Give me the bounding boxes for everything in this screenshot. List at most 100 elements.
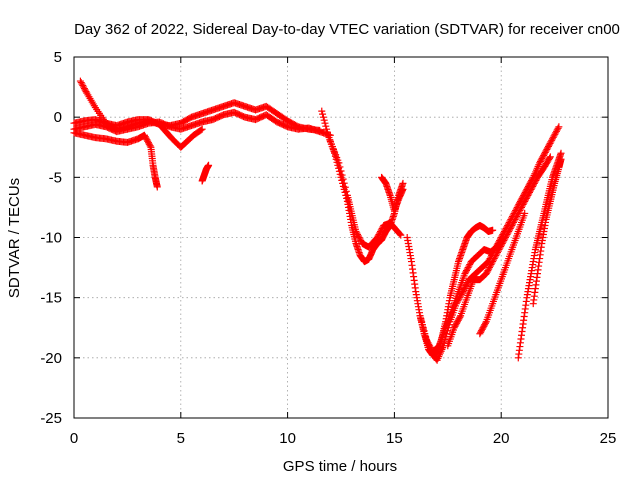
data-point [456, 292, 464, 300]
data-point [477, 327, 485, 335]
data-point [551, 130, 559, 138]
data-point [540, 151, 548, 159]
data-point [510, 217, 518, 225]
data-point [527, 185, 535, 193]
data-point [546, 139, 554, 147]
data-point [528, 184, 536, 192]
data-point [543, 145, 551, 153]
data-point [78, 80, 86, 88]
data-point [355, 234, 363, 241]
data-point [521, 196, 529, 204]
data-point [341, 183, 349, 191]
data-point [453, 319, 461, 327]
data-point [508, 221, 516, 229]
x-tick-label: 15 [386, 430, 403, 447]
x-tick-label: 25 [600, 430, 617, 447]
data-point [544, 142, 552, 150]
data-point [509, 218, 517, 226]
data-point [506, 224, 514, 232]
data-point [488, 259, 496, 267]
data-point [476, 330, 484, 338]
data-point [480, 322, 488, 330]
data-point [338, 171, 346, 179]
series-track-4 [70, 116, 206, 151]
data-point [499, 238, 507, 246]
data-point [548, 135, 556, 143]
data-point [452, 321, 460, 329]
data-point [531, 178, 539, 186]
data-point [354, 232, 362, 240]
data-point [483, 268, 491, 276]
series-track-5 [198, 161, 213, 185]
x-axis-label: GPS time / hours [283, 458, 397, 475]
data-point [465, 262, 473, 270]
data-point [513, 211, 521, 219]
data-point [399, 179, 407, 187]
data-point [521, 209, 529, 217]
data-point [538, 154, 546, 162]
data-point [455, 315, 463, 323]
data-point [502, 232, 510, 240]
data-point [455, 295, 463, 303]
data-point [545, 141, 553, 149]
data-point [453, 318, 461, 326]
x-tick-label: 0 [70, 430, 78, 447]
data-point [521, 197, 529, 205]
grid-lines [74, 57, 608, 418]
y-axis-label: SDTVAR / TECUs [6, 178, 23, 298]
data-point [460, 285, 468, 293]
data-point [340, 179, 348, 187]
data-point [486, 262, 494, 270]
plot-border [73, 56, 609, 419]
data-point [461, 270, 469, 278]
data-point [524, 191, 532, 199]
data-point [539, 153, 547, 161]
data-point [491, 253, 499, 261]
data-point [463, 265, 471, 273]
data-point [444, 324, 452, 332]
data-point [555, 123, 563, 131]
data-point [197, 126, 205, 134]
data-point [552, 129, 560, 137]
series-track-3 [70, 129, 161, 191]
data-point [532, 176, 540, 184]
data-point [489, 226, 497, 234]
data-point [547, 138, 555, 146]
data-point [146, 142, 154, 150]
data-point [478, 325, 486, 333]
data-point [444, 327, 452, 335]
data-point [501, 234, 509, 241]
data-point [557, 155, 565, 163]
data-point [493, 250, 501, 258]
data-point [557, 149, 565, 157]
data-point [514, 209, 522, 217]
data-point [511, 215, 519, 223]
series-track-12 [444, 153, 554, 350]
y-tick-label: 0 [54, 109, 62, 126]
data-point [530, 181, 538, 189]
data-point [489, 256, 497, 264]
series-track-8 [378, 173, 407, 215]
data-point [335, 159, 343, 167]
y-tick-label: 5 [54, 49, 62, 66]
data-point [505, 226, 513, 234]
data-point [462, 268, 470, 276]
data-point [464, 279, 472, 287]
data-point [352, 227, 360, 235]
data-point [485, 265, 493, 273]
data-point [140, 131, 148, 139]
data-point [337, 167, 345, 175]
data-point [142, 134, 150, 142]
data-point [454, 297, 462, 305]
data-point [319, 113, 327, 121]
data-point [145, 140, 153, 148]
data-point [458, 289, 466, 297]
data-point [481, 319, 489, 327]
data-point [456, 313, 464, 321]
data-point [461, 283, 469, 291]
axis-ticks: 0 5 10 15 20 25 5 0 -5 -10 -15 -20 -25 [40, 49, 616, 447]
data-point [440, 339, 448, 347]
data-point [374, 232, 382, 240]
x-tick-label: 10 [279, 430, 296, 447]
